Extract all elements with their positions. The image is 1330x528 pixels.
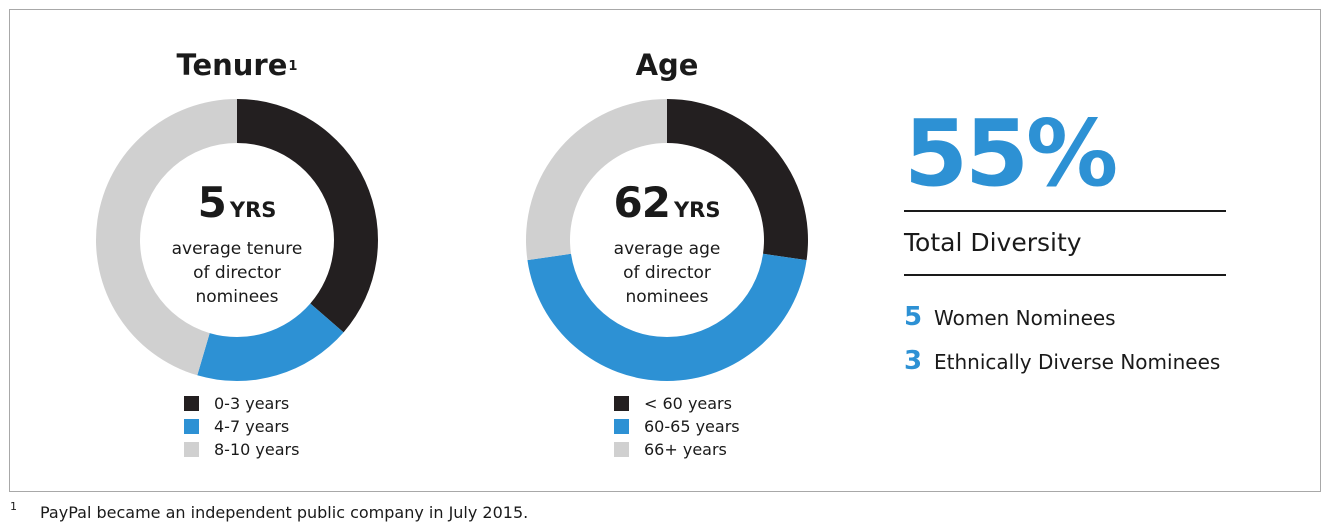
- donut-segment-3: [96, 99, 237, 376]
- footnote: 1 PayPal became an independent public co…: [10, 500, 529, 522]
- stat-label: Women Nominees: [934, 306, 1116, 330]
- legend-label: 4-7 years: [214, 417, 290, 436]
- divider: [904, 210, 1226, 212]
- legend-swatch: [614, 419, 629, 434]
- women-nominees-stat: 5 Women Nominees: [904, 302, 1234, 346]
- title-footnote-mark: 1: [288, 59, 298, 74]
- tenure-donut: [96, 99, 378, 381]
- donut-center: 62 YRS average age of director nominees: [557, 179, 777, 309]
- total-diversity-label: Total Diversity: [904, 228, 1082, 257]
- stat-label: Ethnically Diverse Nominees: [934, 350, 1221, 374]
- legend-swatch: [184, 419, 199, 434]
- age-donut: [526, 99, 808, 381]
- donut-center: 5 YRS average tenure of director nominees: [127, 179, 347, 309]
- diversity-summary: 55% Total Diversity 5 Women Nominees 3 E…: [904, 100, 1234, 390]
- infographic-frame: [9, 9, 1321, 492]
- legend-item: < 60 years: [614, 392, 740, 415]
- tenure-chart: Tenure1 5 YRS average tenure of director …: [87, 46, 387, 466]
- age-chart: Age 62 YRS average age of director nomine…: [517, 46, 817, 466]
- tenure-legend: 0-3 years 4-7 years 8-10 years: [184, 392, 299, 461]
- stat-value: 3: [904, 346, 923, 376]
- average-tenure-value: 5 YRS: [197, 178, 277, 227]
- legend-label: 8-10 years: [214, 440, 300, 459]
- legend-item: 0-3 years: [184, 392, 299, 415]
- ethnically-diverse-stat: 3 Ethnically Diverse Nominees: [904, 346, 1234, 390]
- footnote-mark: 1: [10, 500, 17, 513]
- average-age-value: 62 YRS: [613, 178, 721, 227]
- legend-item: 4-7 years: [184, 415, 299, 438]
- center-caption: average age of director nominees: [613, 239, 721, 307]
- legend-swatch: [184, 442, 199, 457]
- legend-label: < 60 years: [644, 394, 732, 413]
- chart-title: Age: [635, 48, 699, 82]
- donut-segment-1: [667, 99, 808, 261]
- chart-title: Tenure1: [176, 48, 298, 82]
- center-caption: average tenure of director nominees: [171, 239, 303, 307]
- footnote-text: PayPal became an independent public comp…: [40, 503, 529, 522]
- legend-swatch: [614, 396, 629, 411]
- stat-value: 5: [904, 302, 923, 332]
- legend-swatch: [614, 442, 629, 457]
- legend-label: 60-65 years: [644, 417, 740, 436]
- total-diversity-percent: 55%: [904, 100, 1118, 207]
- legend-label: 66+ years: [644, 440, 727, 459]
- center-unit: YRS: [673, 198, 721, 222]
- divider: [904, 274, 1226, 276]
- diversity-stats: 5 Women Nominees 3 Ethnically Diverse No…: [904, 302, 1234, 390]
- legend-item: 60-65 years: [614, 415, 740, 438]
- legend-item: 66+ years: [614, 438, 740, 461]
- legend-item: 8-10 years: [184, 438, 299, 461]
- center-unit: YRS: [229, 198, 277, 222]
- age-legend: < 60 years 60-65 years 66+ years: [614, 392, 740, 461]
- donut-segment-2: [527, 253, 807, 381]
- donut-segment-3: [526, 99, 667, 261]
- donut-segment-1: [237, 99, 378, 333]
- legend-label: 0-3 years: [214, 394, 290, 413]
- legend-swatch: [184, 396, 199, 411]
- donut-segment-2: [197, 303, 344, 381]
